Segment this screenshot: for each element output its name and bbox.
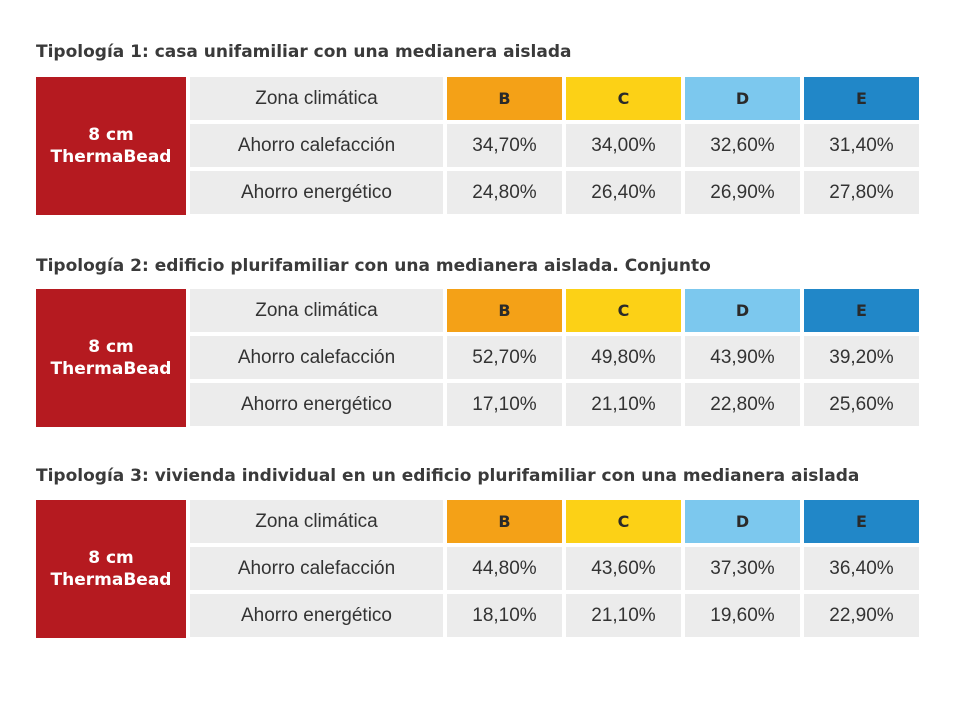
zone-d-header: D	[685, 77, 800, 120]
calefaccion-d-value: 37,30%	[685, 547, 800, 590]
table-1-title: Tipología 1: casa unifamiliar con una me…	[36, 42, 572, 62]
energetico-d-value: 19,60%	[685, 594, 800, 637]
energetico-d-value: 22,80%	[685, 383, 800, 426]
ahorro-calefaccion-label: Ahorro calefacción	[190, 547, 443, 590]
product-name: ThermaBead	[50, 359, 172, 379]
ahorro-calefaccion-label: Ahorro calefacción	[190, 124, 443, 167]
calefaccion-c-value: 49,80%	[566, 336, 681, 379]
zone-c-header: C	[566, 77, 681, 120]
calefaccion-e-value: 31,40%	[804, 124, 919, 167]
zone-d-header: D	[685, 289, 800, 332]
product-thickness: 8 cm	[88, 125, 134, 145]
energetico-e-value: 22,90%	[804, 594, 919, 637]
ahorro-energetico-label: Ahorro energético	[190, 594, 443, 637]
calefaccion-b-value: 34,70%	[447, 124, 562, 167]
calefaccion-e-value: 36,40%	[804, 547, 919, 590]
zone-c-header: C	[566, 500, 681, 543]
zona-climatica-label: Zona climática	[190, 289, 443, 332]
zone-c-header: C	[566, 289, 681, 332]
zone-e-header: E	[804, 500, 919, 543]
calefaccion-b-value: 44,80%	[447, 547, 562, 590]
table-3-title: Tipología 3: vivienda individual en un e…	[36, 466, 860, 486]
calefaccion-d-value: 32,60%	[685, 124, 800, 167]
energetico-b-value: 24,80%	[447, 171, 562, 214]
zone-e-header: E	[804, 77, 919, 120]
calefaccion-c-value: 34,00%	[566, 124, 681, 167]
energetico-e-value: 27,80%	[804, 171, 919, 214]
calefaccion-b-value: 52,70%	[447, 336, 562, 379]
ahorro-calefaccion-label: Ahorro calefacción	[190, 336, 443, 379]
energetico-c-value: 26,40%	[566, 171, 681, 214]
table-3-product-label: 8 cm ThermaBead	[36, 500, 186, 638]
zona-climatica-label: Zona climática	[190, 500, 443, 543]
zone-b-header: B	[447, 500, 562, 543]
calefaccion-c-value: 43,60%	[566, 547, 681, 590]
ahorro-energetico-label: Ahorro energético	[190, 171, 443, 214]
table-2-product-label: 8 cm ThermaBead	[36, 289, 186, 427]
calefaccion-e-value: 39,20%	[804, 336, 919, 379]
product-thickness: 8 cm	[88, 548, 134, 568]
table-1-product-label: 8 cm ThermaBead	[36, 77, 186, 215]
ahorro-energetico-label: Ahorro energético	[190, 383, 443, 426]
energetico-c-value: 21,10%	[566, 383, 681, 426]
energetico-b-value: 18,10%	[447, 594, 562, 637]
energetico-d-value: 26,90%	[685, 171, 800, 214]
zone-b-header: B	[447, 77, 562, 120]
product-name: ThermaBead	[50, 147, 172, 167]
energetico-b-value: 17,10%	[447, 383, 562, 426]
energetico-e-value: 25,60%	[804, 383, 919, 426]
product-name: ThermaBead	[50, 570, 172, 590]
zone-b-header: B	[447, 289, 562, 332]
table-2-title: Tipología 2: edificio plurifamiliar con …	[36, 256, 711, 276]
zone-e-header: E	[804, 289, 919, 332]
zona-climatica-label: Zona climática	[190, 77, 443, 120]
energetico-c-value: 21,10%	[566, 594, 681, 637]
product-thickness: 8 cm	[88, 337, 134, 357]
zone-d-header: D	[685, 500, 800, 543]
calefaccion-d-value: 43,90%	[685, 336, 800, 379]
